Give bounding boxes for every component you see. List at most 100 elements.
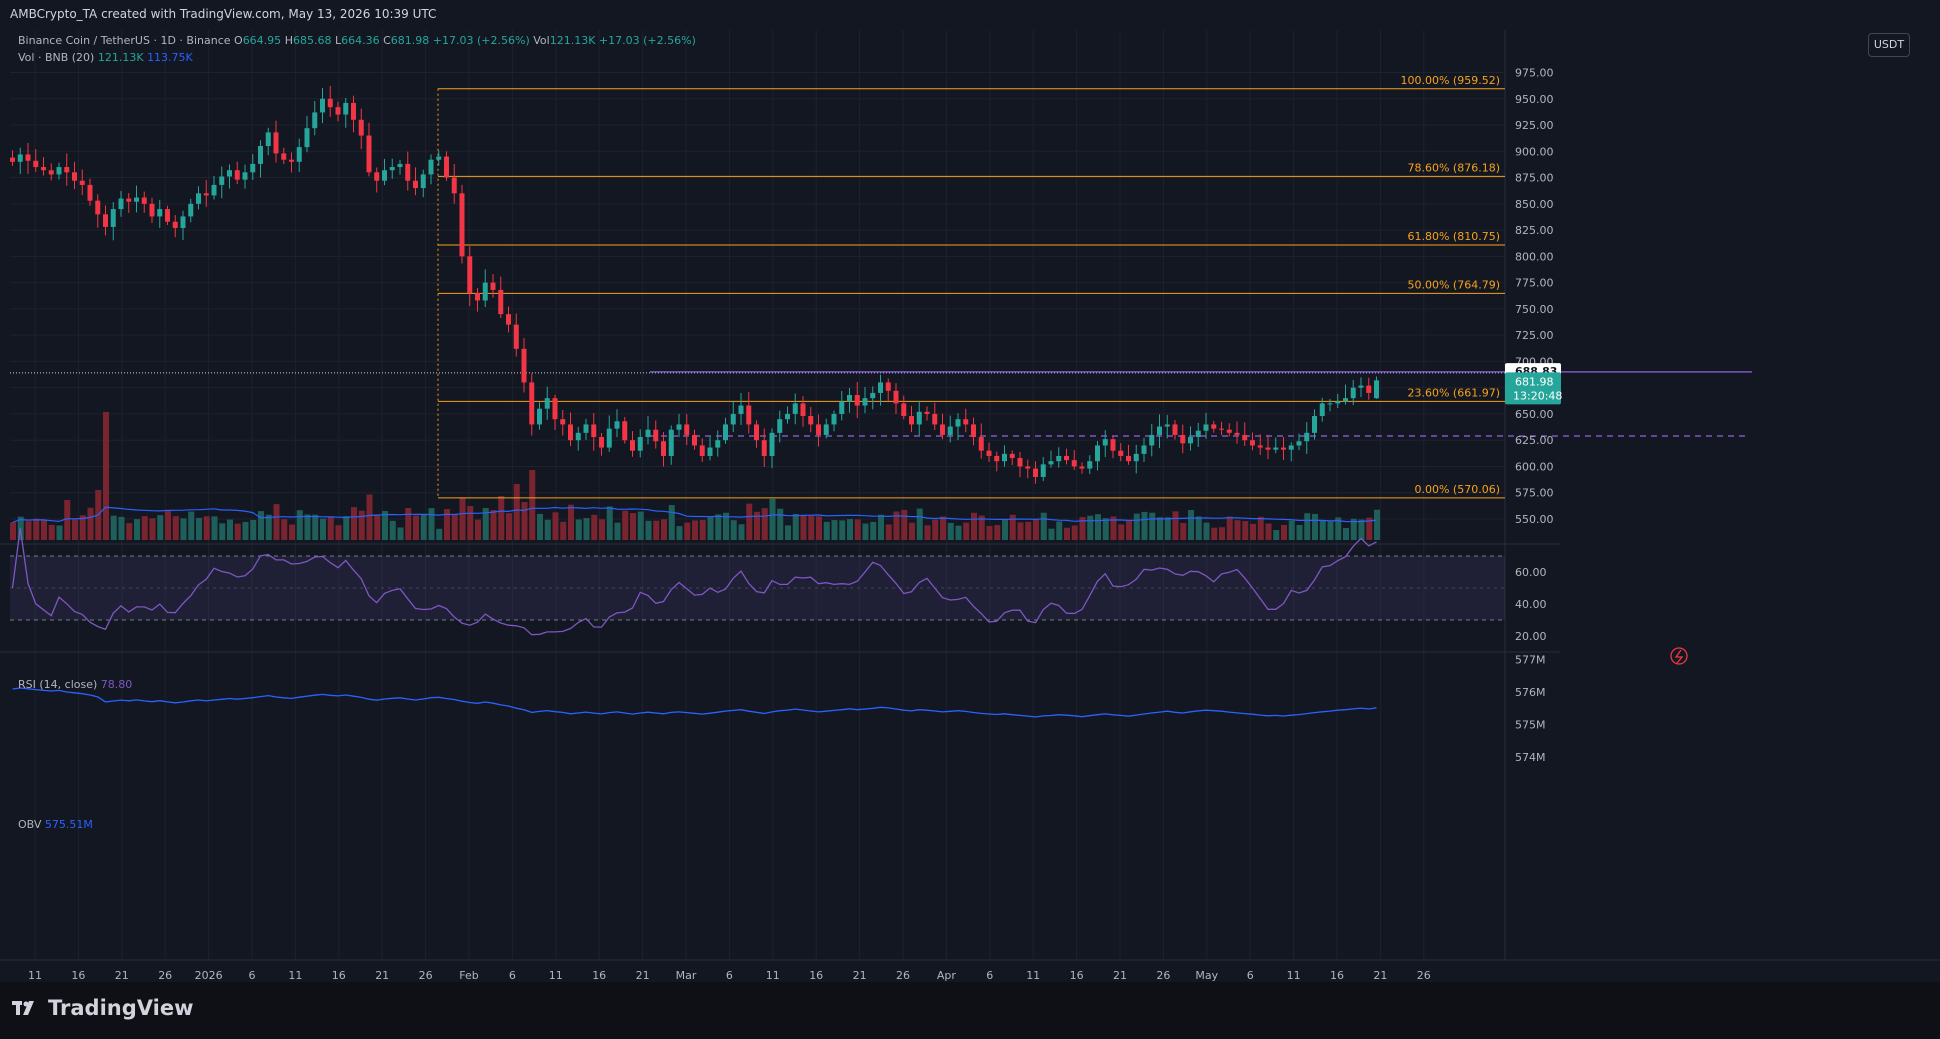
candle-body — [916, 411, 922, 425]
obv-legend: OBV 575.51M — [18, 818, 93, 831]
volume-bar — [947, 522, 954, 540]
volume-bar — [1110, 516, 1117, 540]
candle-body — [172, 221, 178, 228]
candle-body — [591, 424, 597, 438]
volume-bar — [475, 519, 481, 540]
obv-value: 575.51M — [44, 818, 93, 831]
price-tick-17: 975.00 — [1515, 67, 1554, 80]
candle-body — [963, 419, 969, 425]
candle-body — [48, 170, 54, 175]
volume-bar — [358, 510, 365, 540]
candle-body — [1273, 447, 1279, 450]
volume-bar — [389, 520, 396, 540]
volume-bar — [242, 521, 249, 540]
volume-bar — [994, 525, 1001, 540]
volume-bar — [1366, 517, 1373, 540]
volume-bar — [335, 525, 342, 540]
candle-body — [227, 170, 232, 177]
candle-body — [1374, 380, 1379, 399]
volume-bar — [1033, 518, 1039, 540]
candle-body — [847, 395, 852, 402]
currency-button[interactable]: USDT — [1868, 33, 1910, 57]
candle-body — [723, 424, 728, 441]
candle-body — [668, 429, 674, 456]
price-tick-16: 950.00 — [1515, 93, 1554, 106]
time-tick-25: 21 — [1113, 969, 1127, 982]
candle-body — [901, 403, 907, 417]
candle-body — [134, 197, 139, 202]
rsi-band — [10, 555, 1505, 621]
candle-body — [1002, 453, 1007, 462]
candle-body — [761, 440, 767, 456]
candle-body — [1195, 430, 1201, 438]
volume-bar — [188, 511, 195, 540]
candle-body — [1017, 458, 1023, 467]
volume-bar — [885, 524, 892, 540]
time-tick-21: Apr — [937, 969, 957, 982]
volume-bar — [1335, 517, 1342, 540]
candle-body — [1211, 424, 1217, 429]
volume-bar — [1164, 517, 1171, 540]
candle-body — [1164, 424, 1170, 427]
candle-body — [947, 426, 953, 435]
volume-bar — [831, 520, 838, 540]
candle-body — [1071, 460, 1077, 467]
candle-body — [994, 455, 1000, 462]
candle-body — [157, 209, 163, 217]
volume-bar — [196, 517, 202, 540]
volume-bar — [289, 524, 295, 540]
candle-body — [730, 413, 736, 425]
candle-body — [118, 198, 124, 210]
volume-bar — [506, 513, 512, 540]
volume-bar — [909, 522, 915, 540]
volume-bar — [72, 519, 78, 540]
obv-tick-3: 577M — [1515, 653, 1546, 666]
brand[interactable]: TradingView — [12, 996, 193, 1020]
price-tick-13: 875.00 — [1515, 172, 1554, 185]
fib-label-4: 23.60% (661.97) — [1407, 386, 1500, 399]
volume-bar — [916, 508, 923, 540]
volume-bar — [444, 509, 450, 540]
candle-body — [746, 405, 752, 425]
obv-tick-1: 575M — [1515, 718, 1546, 731]
volume-bar — [560, 521, 567, 540]
candle-body — [1087, 461, 1093, 469]
candle-body — [25, 154, 31, 161]
candle-body — [211, 184, 217, 196]
candle-body — [568, 424, 573, 441]
candle-body — [1281, 447, 1286, 450]
time-tick-5: 6 — [249, 969, 256, 982]
close-value: 681.98 — [390, 34, 430, 47]
volume-bar — [1358, 519, 1365, 540]
volume-bar — [1048, 528, 1055, 540]
obv-label: OBV — [18, 818, 42, 831]
volume-bar — [692, 520, 698, 540]
volume-bar — [1157, 517, 1163, 540]
volume-bar — [397, 527, 404, 540]
fib-label-3: 50.00% (764.79) — [1407, 278, 1500, 291]
candle-body — [420, 174, 426, 189]
candle-body — [854, 395, 860, 406]
axes: 550.00575.00600.00625.00650.00675.00700.… — [28, 67, 1554, 982]
candle-body — [382, 170, 387, 181]
volume-bar — [79, 515, 86, 540]
candle-body — [955, 419, 961, 427]
volume-bar — [986, 525, 993, 540]
volume-bar — [940, 516, 946, 540]
volume-bar — [1250, 523, 1256, 540]
volume-bar — [1203, 522, 1210, 540]
candle-body — [327, 98, 333, 108]
volume-legend: Vol · BNB (20) 121.13K 113.75K — [18, 51, 193, 64]
volume-bar — [490, 510, 497, 540]
candle-body — [754, 424, 759, 441]
volume-bar — [823, 521, 830, 540]
volume-bar — [754, 511, 760, 540]
volume-bar — [723, 512, 729, 540]
candle-body — [986, 450, 992, 456]
obv-line — [12, 687, 1377, 718]
volume-bar — [250, 519, 257, 540]
candle-body — [72, 172, 77, 181]
volume-bar — [157, 515, 164, 540]
volume-ma-value: 113.75K — [147, 51, 193, 64]
